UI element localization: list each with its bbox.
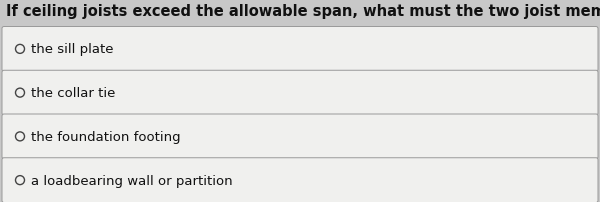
Text: a loadbearing wall or partition: a loadbearing wall or partition bbox=[31, 174, 233, 187]
Text: If ceiling joists exceed the allowable span, what must the two joist members be : If ceiling joists exceed the allowable s… bbox=[6, 4, 600, 19]
FancyBboxPatch shape bbox=[2, 27, 598, 72]
Text: the foundation footing: the foundation footing bbox=[31, 130, 181, 143]
Text: the sill plate: the sill plate bbox=[31, 43, 113, 56]
Text: the collar tie: the collar tie bbox=[31, 87, 115, 100]
FancyBboxPatch shape bbox=[2, 115, 598, 159]
FancyBboxPatch shape bbox=[2, 158, 598, 202]
FancyBboxPatch shape bbox=[2, 71, 598, 115]
